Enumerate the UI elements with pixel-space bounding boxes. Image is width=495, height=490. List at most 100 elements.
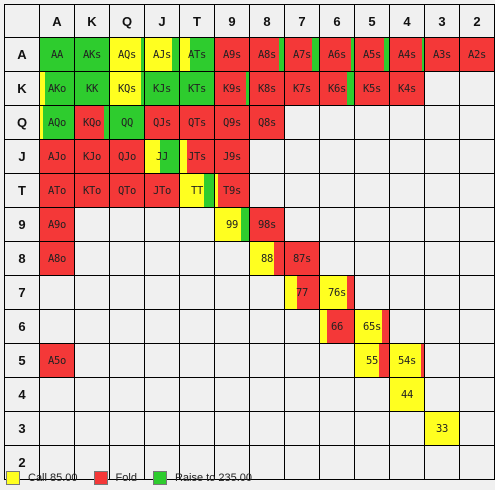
- hand-cell[interactable]: AQs: [110, 38, 145, 72]
- hand-cell[interactable]: [40, 378, 75, 412]
- hand-cell[interactable]: [320, 242, 355, 276]
- hand-cell[interactable]: [285, 140, 320, 174]
- hand-cell[interactable]: KQo: [75, 106, 110, 140]
- hand-cell[interactable]: [320, 344, 355, 378]
- hand-cell[interactable]: [285, 344, 320, 378]
- hand-cell[interactable]: KTs: [180, 72, 215, 106]
- hand-cell[interactable]: [145, 242, 180, 276]
- hand-cell[interactable]: [355, 140, 390, 174]
- hand-cell[interactable]: [390, 106, 425, 140]
- hand-cell[interactable]: [75, 310, 110, 344]
- hand-cell[interactable]: QTs: [180, 106, 215, 140]
- hand-cell[interactable]: [425, 208, 460, 242]
- hand-cell[interactable]: [425, 310, 460, 344]
- hand-cell[interactable]: [425, 378, 460, 412]
- hand-cell[interactable]: [355, 242, 390, 276]
- hand-cell[interactable]: [215, 412, 250, 446]
- hand-cell[interactable]: [425, 446, 460, 480]
- hand-cell[interactable]: [390, 412, 425, 446]
- hand-cell[interactable]: [250, 378, 285, 412]
- hand-cell[interactable]: [460, 412, 495, 446]
- hand-cell[interactable]: [285, 106, 320, 140]
- hand-cell[interactable]: AQo: [40, 106, 75, 140]
- hand-cell[interactable]: K8s: [250, 72, 285, 106]
- hand-cell[interactable]: [145, 276, 180, 310]
- hand-cell[interactable]: [460, 446, 495, 480]
- hand-cell[interactable]: [285, 310, 320, 344]
- hand-cell[interactable]: KJo: [75, 140, 110, 174]
- hand-cell[interactable]: [75, 208, 110, 242]
- hand-cell[interactable]: [250, 140, 285, 174]
- hand-cell[interactable]: QJo: [110, 140, 145, 174]
- hand-cell[interactable]: K6s: [320, 72, 355, 106]
- hand-cell[interactable]: [425, 174, 460, 208]
- hand-cell[interactable]: [145, 344, 180, 378]
- hand-cell[interactable]: [75, 344, 110, 378]
- hand-cell[interactable]: Q9s: [215, 106, 250, 140]
- hand-cell[interactable]: [390, 242, 425, 276]
- hand-cell[interactable]: JTo: [145, 174, 180, 208]
- hand-cell[interactable]: [460, 378, 495, 412]
- hand-cell[interactable]: T9s: [215, 174, 250, 208]
- hand-cell[interactable]: A7s: [285, 38, 320, 72]
- hand-cell[interactable]: [460, 208, 495, 242]
- hand-cell[interactable]: [425, 242, 460, 276]
- hand-cell[interactable]: AJs: [145, 38, 180, 72]
- hand-cell[interactable]: K9s: [215, 72, 250, 106]
- hand-cell[interactable]: [180, 310, 215, 344]
- hand-cell[interactable]: A9s: [215, 38, 250, 72]
- hand-cell[interactable]: [180, 412, 215, 446]
- hand-cell[interactable]: [355, 174, 390, 208]
- hand-cell[interactable]: [320, 174, 355, 208]
- hand-cell[interactable]: A5s: [355, 38, 390, 72]
- hand-cell[interactable]: [460, 344, 495, 378]
- hand-cell[interactable]: [145, 310, 180, 344]
- hand-cell[interactable]: [355, 378, 390, 412]
- hand-cell[interactable]: A4s: [390, 38, 425, 72]
- hand-cell[interactable]: [75, 242, 110, 276]
- hand-cell[interactable]: [180, 378, 215, 412]
- hand-cell[interactable]: QQ: [110, 106, 145, 140]
- hand-cell[interactable]: [390, 140, 425, 174]
- hand-cell[interactable]: [285, 174, 320, 208]
- hand-cell[interactable]: 98s: [250, 208, 285, 242]
- hand-cell[interactable]: [110, 310, 145, 344]
- hand-cell[interactable]: 99: [215, 208, 250, 242]
- hand-cell[interactable]: [215, 378, 250, 412]
- hand-cell[interactable]: AKs: [75, 38, 110, 72]
- hand-cell[interactable]: JTs: [180, 140, 215, 174]
- hand-cell[interactable]: [110, 378, 145, 412]
- hand-cell[interactable]: 33: [425, 412, 460, 446]
- hand-cell[interactable]: [425, 106, 460, 140]
- hand-cell[interactable]: [40, 310, 75, 344]
- hand-cell[interactable]: [390, 310, 425, 344]
- hand-cell[interactable]: [250, 310, 285, 344]
- hand-cell[interactable]: [215, 242, 250, 276]
- hand-cell[interactable]: [390, 208, 425, 242]
- hand-cell[interactable]: [110, 242, 145, 276]
- hand-cell[interactable]: [285, 378, 320, 412]
- hand-cell[interactable]: [180, 446, 215, 480]
- hand-cell[interactable]: [460, 106, 495, 140]
- hand-cell[interactable]: [355, 208, 390, 242]
- hand-cell[interactable]: A8o: [40, 242, 75, 276]
- hand-cell[interactable]: [320, 140, 355, 174]
- hand-cell[interactable]: [460, 174, 495, 208]
- hand-cell[interactable]: TT: [180, 174, 215, 208]
- hand-cell[interactable]: [110, 276, 145, 310]
- hand-cell[interactable]: [460, 242, 495, 276]
- hand-cell[interactable]: [355, 412, 390, 446]
- hand-cell[interactable]: [320, 412, 355, 446]
- hand-cell[interactable]: [40, 412, 75, 446]
- hand-cell[interactable]: [215, 276, 250, 310]
- hand-cell[interactable]: 44: [390, 378, 425, 412]
- hand-cell[interactable]: [180, 344, 215, 378]
- hand-cell[interactable]: 55: [355, 344, 390, 378]
- hand-cell[interactable]: [425, 344, 460, 378]
- hand-cell[interactable]: [355, 106, 390, 140]
- hand-cell[interactable]: KTo: [75, 174, 110, 208]
- hand-cell[interactable]: K7s: [285, 72, 320, 106]
- hand-cell[interactable]: QJs: [145, 106, 180, 140]
- hand-cell[interactable]: 77: [285, 276, 320, 310]
- hand-cell[interactable]: 76s: [320, 276, 355, 310]
